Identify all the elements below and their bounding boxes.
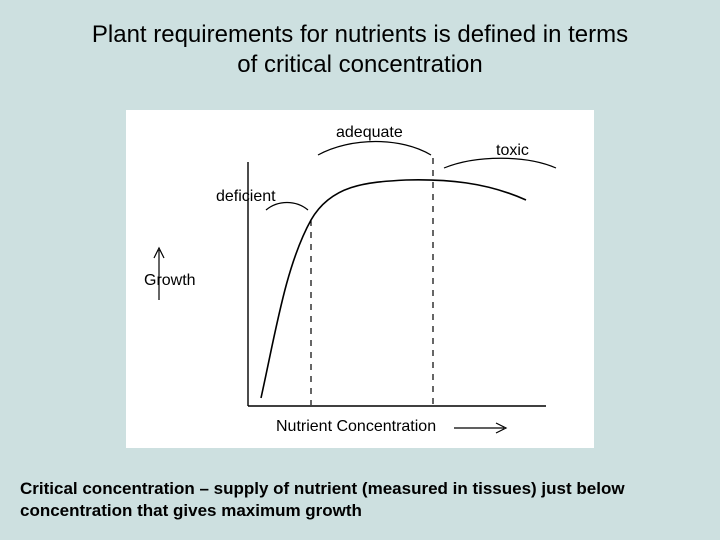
title-line-1: Plant requirements for nutrients is defi… <box>92 21 628 48</box>
figure-panel: deficient adequate toxic Growth Nutrient… <box>126 110 594 448</box>
page-title: Plant requirements for nutrients is defi… <box>0 20 720 80</box>
title-line-2: of critical concentration <box>237 51 482 78</box>
label-adequate: adequate <box>336 124 403 142</box>
label-toxic: toxic <box>496 142 529 160</box>
x-axis-label: Nutrient Concentration <box>276 418 436 436</box>
bracket-adequate <box>318 142 431 156</box>
chart-svg <box>126 110 594 448</box>
x-arrow <box>454 423 506 433</box>
y-axis-label: Growth <box>144 272 196 290</box>
growth-curve <box>261 180 526 398</box>
figure-caption: Critical concentration – supply of nutri… <box>20 478 700 522</box>
label-deficient: deficient <box>216 188 276 206</box>
